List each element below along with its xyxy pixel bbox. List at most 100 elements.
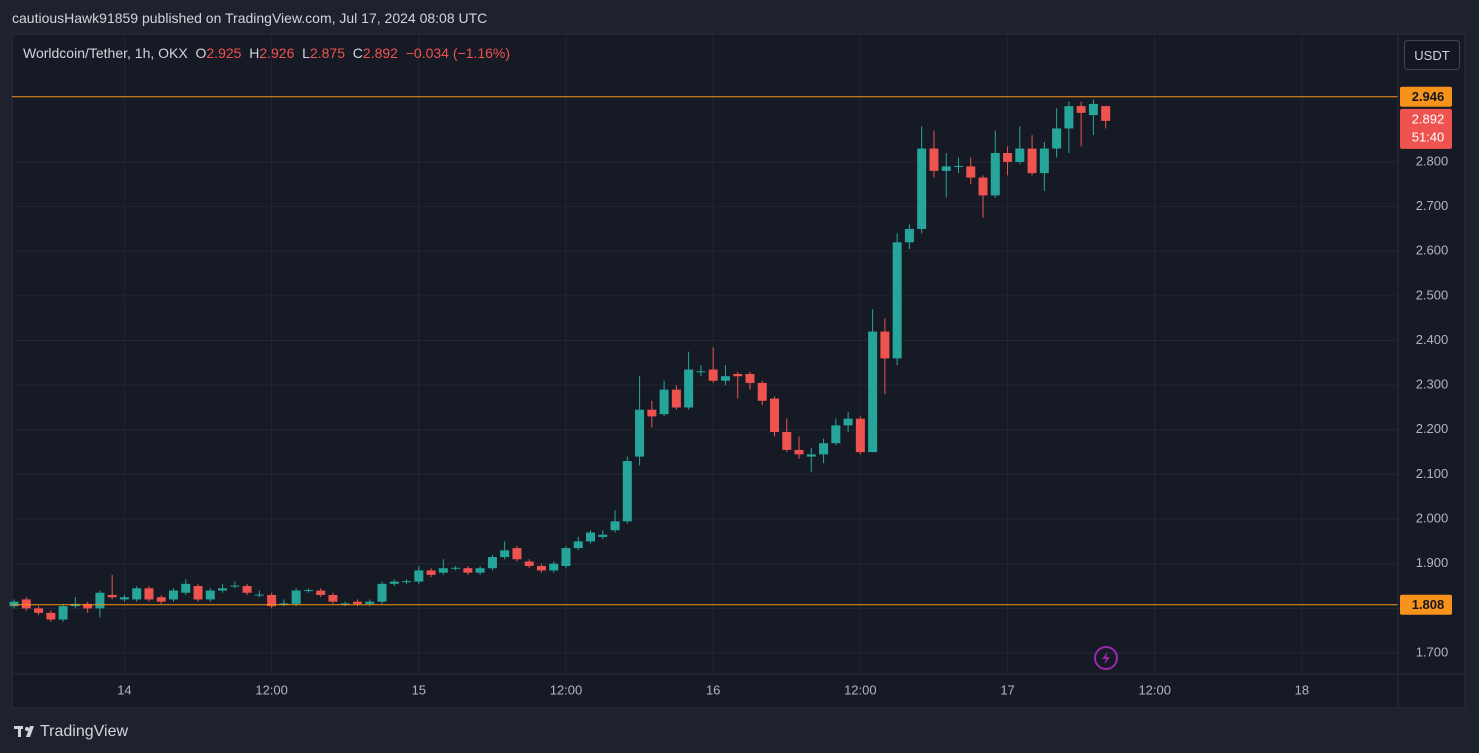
candle-body — [254, 594, 264, 596]
candle-body — [107, 594, 117, 598]
candle-body — [316, 590, 326, 595]
candle-body — [377, 583, 387, 602]
y-tick-label: 1.700 — [1416, 644, 1449, 659]
y-tick-label: 2.300 — [1416, 377, 1449, 392]
candle-body — [684, 369, 694, 408]
candle-body — [978, 177, 988, 196]
candle-body — [168, 590, 178, 600]
countdown: 51:40 — [1412, 129, 1445, 144]
candle-body — [1015, 148, 1025, 162]
candle-body — [880, 331, 890, 359]
candle-body — [966, 166, 976, 178]
candle-body — [193, 586, 203, 600]
candle-body — [1052, 128, 1062, 149]
ohlc-value: 2.926 — [259, 45, 295, 61]
candle-body — [929, 148, 939, 171]
x-tick-label: 12:00 — [1138, 682, 1171, 697]
x-tick-label: 17 — [1000, 682, 1014, 697]
y-tick-label: 2.800 — [1416, 153, 1449, 168]
candle-body — [610, 521, 620, 531]
candle-body — [95, 592, 105, 609]
candle-body — [524, 561, 534, 566]
candle-body — [1088, 103, 1098, 116]
candle-body — [438, 568, 448, 573]
candle-body — [426, 570, 436, 575]
candle-body — [58, 606, 68, 620]
candle-body — [230, 585, 240, 587]
price-label: 1.808 — [1412, 597, 1445, 612]
candle-body — [843, 418, 853, 426]
candle-body — [770, 398, 780, 433]
candle-body — [132, 588, 142, 600]
candle-body — [720, 376, 730, 381]
candle-body — [917, 148, 927, 229]
alert-icon — [1094, 646, 1118, 670]
candle-body — [119, 597, 129, 600]
candle-body — [303, 590, 313, 592]
candle-body — [279, 603, 289, 605]
candle-body — [659, 389, 669, 415]
candle-body — [1039, 148, 1049, 174]
y-tick-label: 2.500 — [1416, 287, 1449, 302]
last-price-label: 2.892 — [1412, 111, 1445, 126]
candle-body — [622, 461, 632, 522]
x-tick-label: 18 — [1295, 682, 1309, 697]
y-tick-label: 2.200 — [1416, 421, 1449, 436]
currency-button[interactable]: USDT — [1404, 40, 1460, 70]
symbol-header: Worldcoin/Tether, 1h, OKX O2.925 H2.926 … — [23, 45, 510, 61]
candle-body — [794, 449, 804, 455]
x-tick-label: 12:00 — [255, 682, 288, 697]
candle-body — [328, 594, 338, 602]
x-tick-label: 14 — [117, 682, 131, 697]
candle-body — [1101, 106, 1111, 121]
publish-info: cautiousHawk91859 published on TradingVi… — [12, 10, 488, 26]
candle-body — [586, 532, 596, 542]
candle-body — [352, 601, 362, 604]
candle-body — [267, 594, 277, 607]
candle-body — [144, 588, 154, 600]
candle-body — [1076, 106, 1086, 113]
y-tick-label: 2.000 — [1416, 511, 1449, 526]
x-tick-label: 12:00 — [844, 682, 877, 697]
candle-body — [990, 153, 1000, 196]
candle-body — [475, 568, 485, 573]
candle-body — [402, 581, 412, 583]
candle-body — [953, 165, 963, 167]
candle-body — [340, 603, 350, 605]
price-label-box — [1400, 594, 1452, 615]
candle-body — [561, 548, 571, 566]
candle-body — [181, 583, 191, 593]
y-tick-label: 2.100 — [1416, 466, 1449, 481]
candle-body — [671, 389, 681, 408]
ohlc-letter: L — [302, 45, 310, 61]
candle-body — [892, 242, 902, 359]
y-tick-label: 2.400 — [1416, 332, 1449, 347]
brand-logo — [14, 726, 34, 737]
ohlc-value: 2.892 — [362, 45, 398, 61]
candle-body — [536, 565, 546, 571]
last-price-box — [1400, 108, 1452, 149]
x-tick-label: 15 — [412, 682, 426, 697]
candle-body — [414, 570, 424, 582]
candle-body — [868, 331, 878, 453]
x-tick-label: 16 — [706, 682, 720, 697]
ohlc-value: 2.875 — [309, 45, 346, 61]
candle-body — [1003, 153, 1013, 162]
y-tick-label: 1.900 — [1416, 555, 1449, 570]
ohlc-letter: H — [249, 45, 260, 61]
candle-body — [451, 567, 461, 569]
candles — [9, 96, 1398, 622]
candle-body — [549, 563, 559, 571]
candle-body — [218, 588, 228, 591]
candle-body — [21, 599, 31, 609]
candle-body — [904, 228, 914, 243]
candle-body — [806, 454, 816, 457]
candle-body — [831, 425, 841, 444]
candle-body — [733, 374, 743, 377]
candle-body — [83, 603, 93, 609]
candle-body — [291, 590, 301, 604]
candle-body — [1064, 106, 1074, 129]
candle-body — [512, 548, 522, 560]
candle-body — [855, 418, 865, 453]
